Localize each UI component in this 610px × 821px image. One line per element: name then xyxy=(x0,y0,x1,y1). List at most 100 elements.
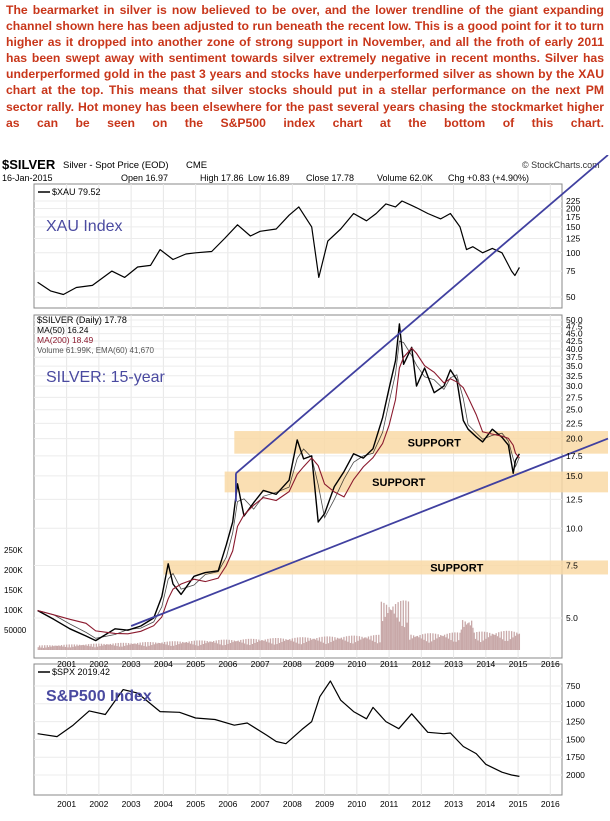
support-zone-label: SUPPORT xyxy=(372,477,425,489)
volume-bar xyxy=(339,638,341,650)
volume-bar xyxy=(72,646,74,650)
x-tick-label: 2016 xyxy=(541,659,560,669)
volume-bar xyxy=(259,641,261,650)
volume-bar xyxy=(411,638,413,650)
volume-bar xyxy=(378,634,380,650)
volume-bar xyxy=(75,646,77,650)
volume-bar xyxy=(510,631,513,650)
volume-bar xyxy=(196,640,198,650)
volume-bar xyxy=(327,643,330,650)
volume-bar xyxy=(95,643,97,650)
volume-bar xyxy=(192,644,194,650)
volume-bar xyxy=(145,646,148,650)
silver-y-tick-label: 40.0 xyxy=(566,344,583,354)
volume-bar xyxy=(285,639,287,650)
volume-bar xyxy=(478,631,481,650)
xau-y-tick-label: 50 xyxy=(566,292,576,302)
x-tick-label: 2007 xyxy=(251,659,270,669)
x-tick-label: 2015 xyxy=(509,659,528,669)
volume-bar xyxy=(454,632,456,650)
volume-bar xyxy=(343,636,345,650)
volume-bar xyxy=(193,640,195,650)
x-tick-label: 2003 xyxy=(122,659,141,669)
volume-bar xyxy=(44,645,46,650)
volume-bar xyxy=(362,638,364,650)
volume-bar xyxy=(255,639,257,650)
silver-annotation: SILVER: 15-year xyxy=(46,369,166,386)
x-tick-label: 2005 xyxy=(186,799,205,809)
volume-bar xyxy=(463,626,465,650)
volume-bar xyxy=(176,641,179,650)
volume-bar xyxy=(187,642,189,650)
volume-bar xyxy=(332,640,335,650)
silver-y-tick-label: 35.0 xyxy=(566,361,583,371)
volume-bar xyxy=(494,634,496,650)
volume-bar xyxy=(160,643,162,650)
volume-bar xyxy=(40,647,42,650)
gridlines xyxy=(34,184,562,795)
volume-bar xyxy=(111,644,113,650)
volume-bar xyxy=(287,639,290,650)
volume-bar xyxy=(402,600,404,650)
volume-bar xyxy=(438,637,441,650)
silver-y-tick-label: 10.0 xyxy=(566,523,583,533)
volume-bar xyxy=(140,645,143,650)
volume-bar xyxy=(361,636,363,650)
volume-bar xyxy=(188,641,190,650)
x-tick-label: 2004 xyxy=(154,659,173,669)
volume-bar xyxy=(115,643,117,650)
volume-bar xyxy=(229,643,232,650)
volume-bar xyxy=(321,636,323,650)
x-tick-label: 2015 xyxy=(509,799,528,809)
volume-bar xyxy=(308,640,310,650)
volume-bar xyxy=(49,645,51,650)
volume-bar xyxy=(407,601,410,650)
volume-bar xyxy=(461,620,464,650)
volume-bar xyxy=(442,636,444,650)
volume-bar xyxy=(431,641,433,650)
silver-price-line xyxy=(37,323,521,642)
volume-bar xyxy=(198,640,201,650)
volume-bar xyxy=(241,642,243,650)
volume-bar xyxy=(436,638,438,650)
volume-bar xyxy=(167,645,170,650)
volume-bar xyxy=(90,643,92,650)
volume-tick-label: 250K xyxy=(4,546,23,555)
volume-bar xyxy=(318,637,321,650)
volume-bar xyxy=(189,643,192,650)
volume-bar xyxy=(38,645,41,650)
spx-price-line xyxy=(37,680,520,777)
volume-bar xyxy=(459,632,461,650)
volume-bar xyxy=(508,630,510,650)
volume-bar xyxy=(157,642,159,650)
volume-bar xyxy=(50,646,52,650)
volume-bar xyxy=(294,637,296,650)
volume-bar xyxy=(93,643,95,650)
volume-bar xyxy=(480,642,482,650)
volume-bar xyxy=(240,639,242,650)
volume-bar xyxy=(505,630,508,650)
volume-bar xyxy=(298,643,300,650)
volume-bar xyxy=(340,637,343,650)
volume-bar xyxy=(102,645,104,650)
volume-bar xyxy=(283,640,286,650)
silver-ma50-line xyxy=(37,340,520,639)
spx-legend: $SPX 2019.42 xyxy=(38,667,110,677)
volume-bar xyxy=(60,645,63,650)
volume-bar xyxy=(134,643,136,650)
volume-bar xyxy=(54,645,56,650)
volume-bar xyxy=(267,638,269,650)
volume-bar xyxy=(317,640,319,650)
volume-bar xyxy=(429,633,432,650)
volume-bar xyxy=(312,638,314,650)
silver-y-tick-label: 20.0 xyxy=(566,434,583,444)
volume-bar xyxy=(55,645,57,650)
volume-bar xyxy=(370,635,372,650)
stockcharts-brand: © StockCharts.com xyxy=(522,160,600,170)
volume-bar xyxy=(63,644,65,650)
volume-bar xyxy=(139,642,141,650)
spx-legend-label: $SPX 2019.42 xyxy=(52,667,110,677)
volume-bar xyxy=(446,633,448,650)
volume-bar xyxy=(456,632,459,650)
volume-bar xyxy=(467,623,469,650)
